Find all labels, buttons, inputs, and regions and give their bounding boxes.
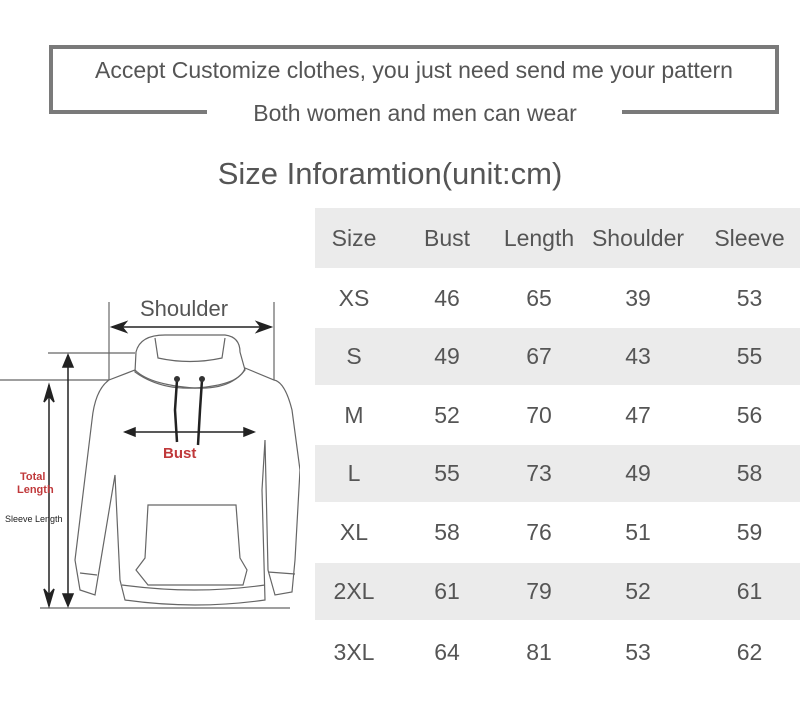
- table-cell: 53: [736, 284, 763, 311]
- table-row: S 49 67 43 55: [315, 328, 800, 385]
- table-cell: 61: [434, 578, 460, 604]
- total-length-label-2: Length: [17, 484, 54, 496]
- sleeve-length-label: Sleeve Length: [5, 514, 63, 524]
- table-cell: 70: [526, 401, 552, 428]
- table-cell: 73: [526, 460, 552, 486]
- table-cell: XL: [339, 519, 369, 545]
- table-cell: 81: [526, 639, 552, 665]
- table-cell: 51: [625, 519, 651, 545]
- table-cell: 46: [434, 284, 460, 311]
- table-cell: 62: [736, 639, 763, 665]
- table-cell: 3XL: [333, 639, 375, 665]
- table-row: M 52 70 47 56: [315, 385, 800, 445]
- size-table: Size Bust Length Shoulder Sleeve XS 46 65 3…: [315, 208, 800, 685]
- banner-frame: [49, 45, 779, 114]
- table-cell: 53: [625, 639, 651, 665]
- banner-line-2: Both women and men can wear: [253, 100, 577, 126]
- header-shoulder: Shoulder: [591, 224, 685, 251]
- table-cell: 58: [736, 460, 763, 486]
- table-cell: XS: [338, 284, 370, 311]
- table-row: L 55 73 49 58: [315, 445, 800, 502]
- table-cell: 67: [526, 343, 552, 369]
- header-bust: Bust: [423, 224, 471, 251]
- table-cell: 43: [625, 343, 651, 369]
- table-cell: S: [346, 343, 362, 369]
- banner-frame-left: [49, 110, 207, 114]
- table-cell: 79: [526, 578, 552, 604]
- table-cell: 58: [434, 519, 460, 545]
- table-cell: 64: [434, 639, 460, 665]
- table-cell: 59: [736, 519, 763, 545]
- shoulder-label: Shoulder: [140, 296, 229, 321]
- total-length-label-1: Total: [20, 471, 46, 483]
- header-length: Length: [503, 224, 575, 251]
- table-cell: 55: [736, 343, 763, 369]
- table-row: XL 58 76 51 59: [315, 502, 800, 563]
- table-cell: 55: [434, 460, 460, 486]
- table-cell: L: [347, 460, 361, 486]
- size-info-title: Size Inforamtion(unit:cm): [217, 156, 563, 191]
- banner-line-1: Accept Customize clothes, you just need …: [95, 57, 733, 83]
- table-cell: 2XL: [333, 578, 375, 604]
- header-sleeve: Sleeve: [714, 224, 785, 251]
- table-header-row: Size Bust Length Shoulder Sleeve: [315, 208, 800, 268]
- table-cell: 61: [736, 578, 763, 604]
- table-cell: M: [344, 401, 364, 428]
- table-cell: 52: [434, 401, 460, 428]
- table-cell: 47: [625, 401, 651, 428]
- table-cell: 49: [434, 343, 460, 369]
- table-cell: 49: [625, 460, 651, 486]
- banner-frame-right: [622, 110, 777, 114]
- table-cell: 76: [526, 519, 552, 545]
- table-cell: 56: [736, 401, 763, 428]
- hoodie-illustration: [0, 302, 301, 609]
- header-size: Size: [331, 224, 377, 251]
- table-cell: 52: [625, 578, 651, 604]
- table-row: 3XL 64 81 53 62: [315, 620, 800, 685]
- hoodie-diagram: Shoulder Bust Total Length Sleeve Length: [0, 290, 301, 620]
- bust-label: Bust: [163, 445, 197, 462]
- table-cell: 39: [625, 284, 651, 311]
- table-row: XS 46 65 39 53: [315, 268, 800, 328]
- table-cell: 65: [526, 284, 552, 311]
- table-row: 2XL 61 79 52 61: [315, 563, 800, 620]
